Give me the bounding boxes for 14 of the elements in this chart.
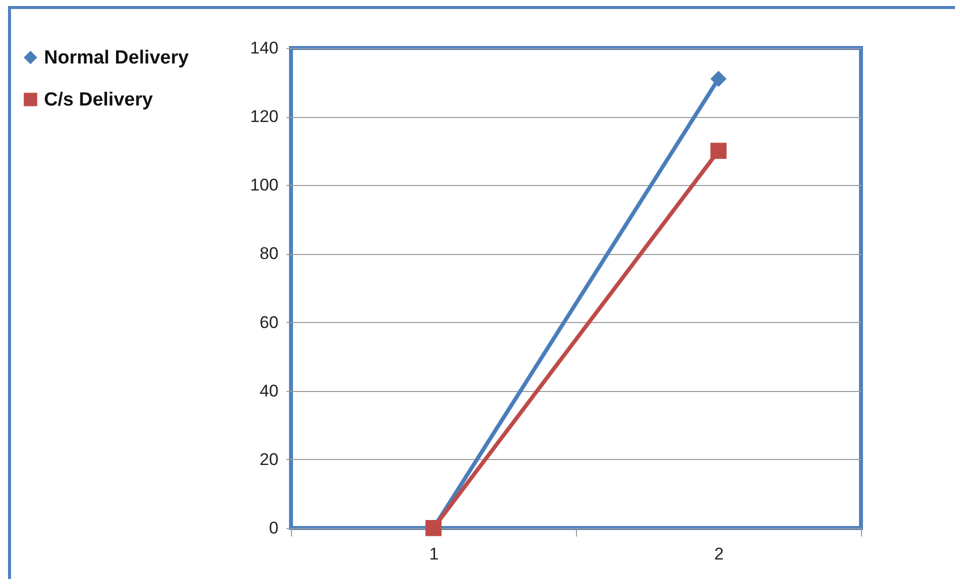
- x-tick-label: 2: [714, 544, 724, 564]
- x-tick-label: 1: [429, 544, 439, 564]
- y-tick-label: 120: [250, 107, 278, 126]
- y-tick-label: 40: [260, 381, 278, 400]
- y-tick-label: 60: [260, 312, 278, 332]
- y-tick-label: 80: [260, 244, 278, 264]
- legend-label: Normal Delivery: [44, 48, 190, 68]
- y-tick-label: 140: [250, 38, 278, 58]
- legend-label: C/s Delivery: [44, 90, 154, 110]
- y-tick-label: 20: [260, 450, 278, 469]
- y-tick-label: 100: [250, 176, 278, 195]
- point: [710, 70, 727, 87]
- y-tick-label: 0: [269, 518, 278, 538]
- point: [710, 142, 727, 159]
